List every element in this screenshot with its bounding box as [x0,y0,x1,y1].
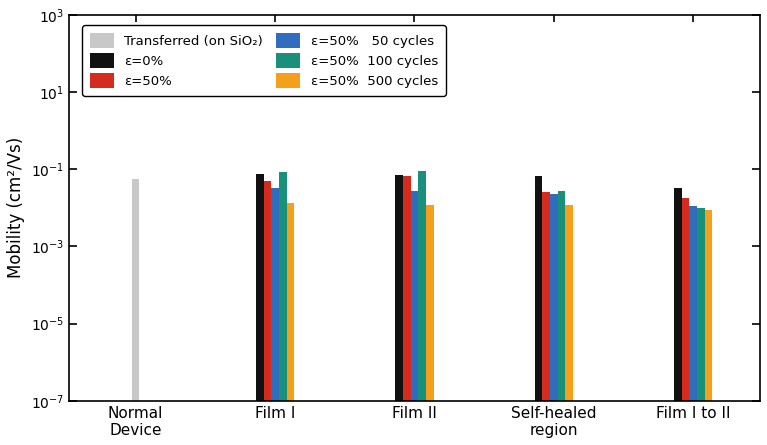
Bar [682,198,690,401]
Bar [705,210,713,401]
Bar [272,188,279,401]
Bar [132,179,140,401]
Bar [287,203,295,401]
Bar [542,192,550,401]
Legend: Transferred (on SiO₂), ε=0%, ε=50%, ε=50%   50 cycles, ε=50%  100 cycles, ε=50% : Transferred (on SiO₂), ε=0%, ε=50%, ε=50… [82,25,446,96]
Bar [403,176,410,401]
Bar [395,175,403,401]
Bar [558,191,565,401]
Bar [535,176,542,401]
Y-axis label: Mobility (cm²/Vs): Mobility (cm²/Vs) [7,137,25,279]
Bar [550,194,558,401]
Bar [426,205,433,401]
Bar [256,174,264,401]
Bar [565,205,573,401]
Bar [279,173,287,401]
Bar [697,208,705,401]
Bar [674,188,682,401]
Bar [410,191,418,401]
Bar [418,170,426,401]
Bar [264,182,272,401]
Bar [690,206,697,401]
